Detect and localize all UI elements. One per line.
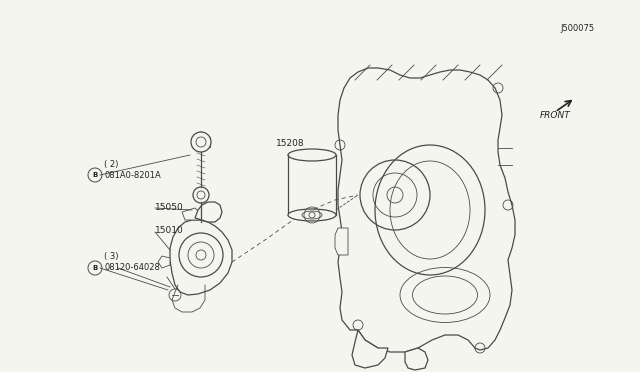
Text: 15010: 15010 [155, 225, 184, 234]
Text: FRONT: FRONT [540, 110, 571, 119]
Text: ( 3): ( 3) [104, 253, 118, 262]
Polygon shape [182, 208, 202, 220]
Text: 081A0-8201A: 081A0-8201A [104, 170, 161, 180]
Text: B: B [92, 172, 98, 178]
Text: J500075: J500075 [560, 23, 594, 32]
Polygon shape [405, 348, 428, 370]
Polygon shape [338, 68, 515, 352]
Polygon shape [352, 330, 388, 368]
Text: 15208: 15208 [276, 138, 304, 148]
Polygon shape [195, 202, 222, 222]
Text: ( 2): ( 2) [104, 160, 118, 169]
Polygon shape [335, 228, 348, 255]
Ellipse shape [302, 211, 322, 219]
Polygon shape [158, 256, 170, 268]
Ellipse shape [288, 209, 336, 221]
Text: 08120-64028: 08120-64028 [104, 263, 160, 273]
Polygon shape [170, 220, 232, 295]
Text: 15050: 15050 [155, 202, 184, 212]
Circle shape [191, 132, 211, 152]
Text: B: B [92, 265, 98, 271]
